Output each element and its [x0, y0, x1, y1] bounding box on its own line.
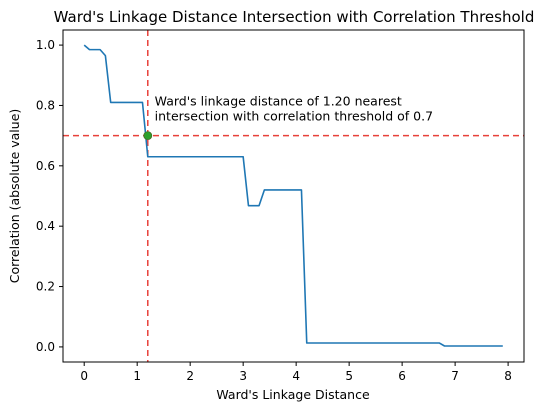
- y-tick-label: 0.6: [36, 159, 55, 173]
- y-tick-label: 1.0: [36, 38, 55, 52]
- intersection-annotation: Ward's linkage distance of 1.20 nearest …: [155, 93, 433, 123]
- x-tick-label: 0: [80, 369, 88, 383]
- y-axis-ticks: 0.0 0.2 0.4 0.6 0.8 1.0: [36, 38, 63, 354]
- chart-title: Ward's Linkage Distance Intersection wit…: [54, 8, 535, 26]
- intersection-point: [143, 131, 153, 141]
- x-tick-label: 2: [186, 369, 194, 383]
- x-axis-label: Ward's Linkage Distance: [216, 387, 370, 402]
- x-tick-label: 3: [239, 369, 247, 383]
- x-tick-label: 8: [504, 369, 512, 383]
- marks-layer: [63, 30, 524, 362]
- annotation-line-2: intersection with correlation threshold …: [155, 108, 433, 123]
- x-tick-label: 5: [345, 369, 353, 383]
- plot-frame: [62, 29, 525, 363]
- y-axis-label: Correlation (absolute value): [7, 109, 22, 284]
- x-tick-label: 4: [292, 369, 300, 383]
- y-tick-label: 0.2: [36, 280, 55, 294]
- y-tick-label: 0.8: [36, 98, 55, 112]
- y-tick-label: 0.4: [36, 219, 55, 233]
- series-line-0: [83, 44, 503, 347]
- x-axis-ticks: 0 1 2 3 4 5 6 7 8: [80, 362, 512, 383]
- x-tick-label: 6: [398, 369, 406, 383]
- x-tick-label: 1: [133, 369, 141, 383]
- annotation-line-1: Ward's linkage distance of 1.20 nearest: [155, 93, 402, 108]
- y-tick-label: 0.0: [36, 340, 55, 354]
- x-tick-label: 7: [451, 369, 459, 383]
